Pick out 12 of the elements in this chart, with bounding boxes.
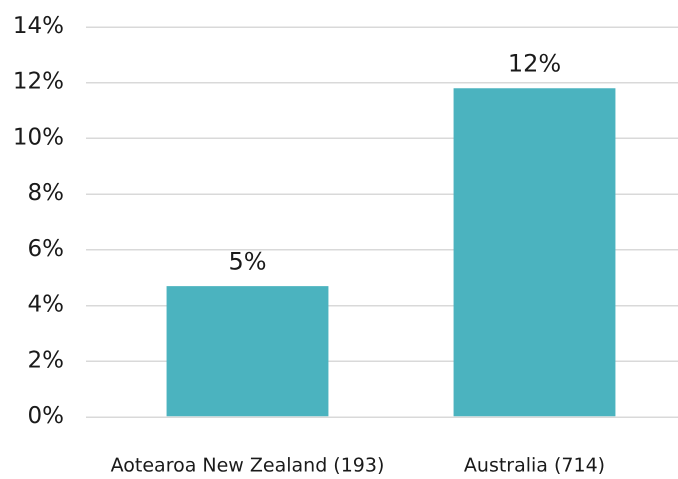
- y-tick-label: 14%: [12, 12, 64, 39]
- y-tick-label: 12%: [12, 68, 64, 95]
- y-tick-label: 0%: [28, 402, 64, 429]
- y-tick-label: 4%: [28, 292, 64, 318]
- y-tick-label: 10%: [12, 124, 64, 150]
- x-tick-label: Australia (714): [464, 454, 606, 476]
- y-tick-label: 6%: [28, 236, 64, 262]
- data-label: 5%: [228, 247, 267, 276]
- y-tick-label: 2%: [28, 347, 64, 374]
- y-tick-label: 8%: [28, 180, 64, 206]
- x-tick-label: Aotearoa New Zealand (193): [110, 454, 384, 476]
- data-label: 12%: [508, 50, 562, 78]
